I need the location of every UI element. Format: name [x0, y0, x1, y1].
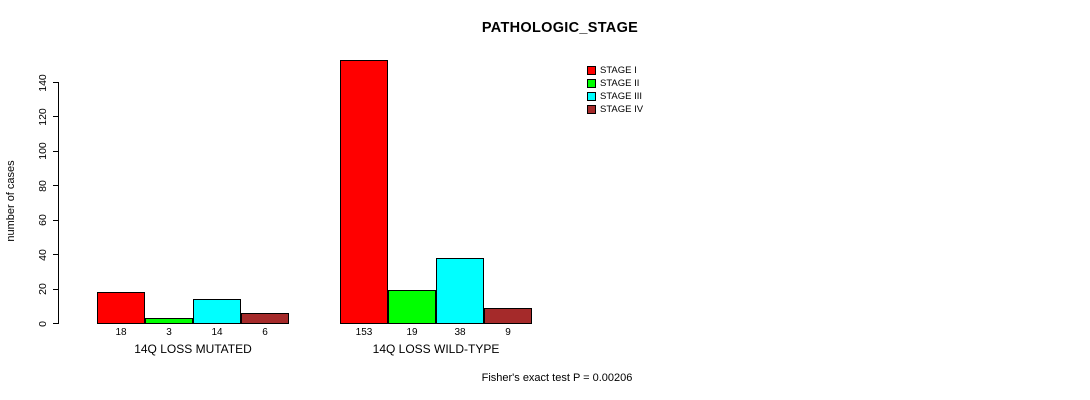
y-tick-label: 20 — [37, 283, 49, 295]
y-tick-label: 60 — [37, 214, 49, 227]
bar-value-label: 6 — [262, 327, 268, 338]
y-tick-mark — [53, 219, 58, 221]
y-tick-mark — [53, 323, 58, 324]
legend-label: STAGE I — [600, 65, 637, 76]
annotation-fisher-test: Fisher's exact test P = 0.00206 — [481, 372, 633, 384]
bar-value-label: 38 — [454, 327, 466, 338]
bar-value-label: 19 — [406, 327, 418, 338]
legend-item: STAGE III — [587, 90, 643, 103]
legend: STAGE I STAGE II STAGE III STAGE IV — [587, 64, 643, 116]
bar-stage-ii — [388, 290, 436, 324]
legend-swatch-icon — [587, 105, 596, 114]
y-tick-mark — [53, 116, 58, 118]
y-tick-label: 100 — [37, 142, 49, 161]
legend-item: STAGE I — [587, 64, 643, 77]
y-tick-label: 80 — [37, 179, 49, 192]
legend-swatch-icon — [587, 79, 596, 88]
bar-value-label: 18 — [115, 327, 127, 338]
bar-value-label: 3 — [166, 327, 172, 338]
bar-stage-iii — [193, 299, 241, 324]
y-tick-mark — [53, 82, 58, 83]
legend-label: STAGE IV — [600, 104, 644, 115]
y-tick-label: 120 — [37, 108, 49, 126]
bar-value-label: 14 — [211, 327, 223, 338]
y-axis-line — [58, 82, 59, 324]
y-tick-mark — [53, 185, 58, 187]
y-tick-mark — [53, 288, 58, 290]
legend-swatch-icon — [587, 66, 596, 75]
legend-item: STAGE II — [587, 77, 643, 90]
legend-swatch-icon — [587, 92, 596, 101]
bar-value-label: 153 — [355, 327, 373, 338]
bar-stage-iv — [241, 313, 289, 324]
legend-item: STAGE IV — [587, 103, 643, 116]
bar-stage-ii — [145, 318, 193, 324]
legend-label: STAGE II — [600, 78, 640, 89]
x-category-label: 14Q LOSS WILD-TYPE — [372, 342, 500, 356]
bar-stage-iii — [436, 258, 484, 324]
y-tick-label: 0 — [37, 320, 49, 327]
x-category-label: 14Q LOSS MUTATED — [134, 342, 252, 356]
legend-label: STAGE III — [600, 91, 643, 102]
y-axis-label: number of cases — [5, 160, 17, 242]
y-tick-mark — [53, 150, 58, 152]
bar-stage-i — [340, 60, 388, 324]
y-tick-mark — [53, 254, 58, 256]
y-tick-label: 140 — [37, 73, 49, 92]
bar-stage-iv — [484, 308, 532, 324]
bar-value-label: 9 — [505, 327, 511, 338]
y-tick-label: 40 — [37, 248, 49, 261]
chart-title: PATHOLOGIC_STAGE — [481, 20, 639, 36]
bar-stage-i — [97, 292, 145, 324]
